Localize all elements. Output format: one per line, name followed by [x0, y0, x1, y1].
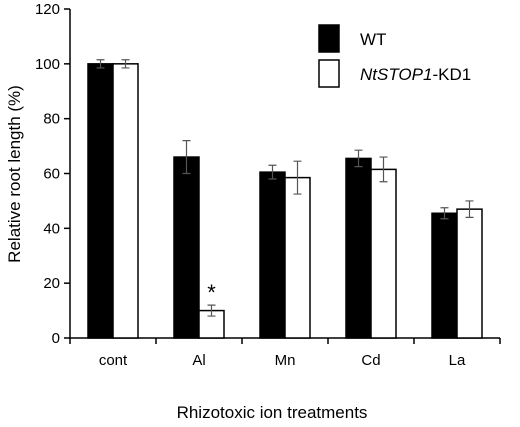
legend: WT NtSTOP1-KD1: [318, 24, 471, 88]
y-axis: 0 20 40 60 80 100 120: [35, 1, 71, 347]
error-bar-ntstop1-kd1-cont: [121, 59, 130, 69]
y-axis-title: Relative root length (%): [5, 85, 24, 263]
y-tick-label: 20: [43, 275, 60, 292]
error-bar-wt-cd: [354, 149, 363, 168]
legend-label-wt: WT: [360, 30, 386, 49]
x-axis-title: Rhizotoxic ion treatments: [177, 403, 368, 422]
bar-wt-mn: [259, 171, 286, 339]
y-tick-label: 120: [35, 1, 60, 18]
bar-ntstop1-kd1-mn: [284, 176, 311, 339]
x-tick-label-cd: Cd: [361, 352, 380, 369]
x-tick-label-cont: cont: [99, 352, 128, 369]
bar-ntstop1-kd1-cd: [370, 168, 397, 339]
error-bar-wt-mn: [268, 164, 277, 180]
x-tick-label-la: La: [449, 352, 466, 369]
legend-label-suffix: -KD1: [432, 65, 471, 84]
error-bar-ntstop1-kd1-al: [207, 304, 216, 317]
error-bar-ntstop1-kd1-cd: [379, 156, 388, 183]
annotations: *: [207, 280, 216, 305]
error-bars: [96, 59, 474, 317]
y-tick-label: 80: [43, 111, 60, 128]
significance-marker: *: [207, 280, 216, 305]
x-axis: cont Al Mn Cd La: [69, 337, 501, 369]
legend-swatch-wt: [318, 24, 340, 53]
y-tick-label: 60: [43, 166, 60, 183]
bar-wt-cont: [87, 63, 114, 339]
y-tick-label: 100: [35, 56, 60, 73]
bar-ntstop1-kd1-la: [456, 208, 483, 339]
legend-label-gene: NtSTOP1: [360, 65, 432, 84]
y-tick-label: 40: [43, 220, 60, 237]
error-bar-ntstop1-kd1-mn: [293, 160, 302, 195]
x-tick-label-mn: Mn: [275, 352, 296, 369]
bar-wt-la: [431, 212, 458, 339]
bars: [87, 63, 483, 339]
error-bar-wt-la: [440, 207, 449, 220]
bar-wt-al: [173, 156, 200, 339]
error-bar-wt-cont: [96, 59, 105, 69]
legend-label-ntstop1-kd1: NtSTOP1-KD1: [360, 65, 471, 84]
x-tick-label-al: Al: [192, 352, 205, 369]
error-bar-wt-al: [182, 140, 191, 175]
legend-swatch-ntstop1-kd1: [318, 59, 340, 88]
bar-ntstop1-kd1-cont: [112, 63, 139, 339]
y-tick-label: 0: [52, 330, 60, 347]
bar-wt-cd: [345, 157, 372, 339]
error-bar-ntstop1-kd1-la: [465, 200, 474, 218]
